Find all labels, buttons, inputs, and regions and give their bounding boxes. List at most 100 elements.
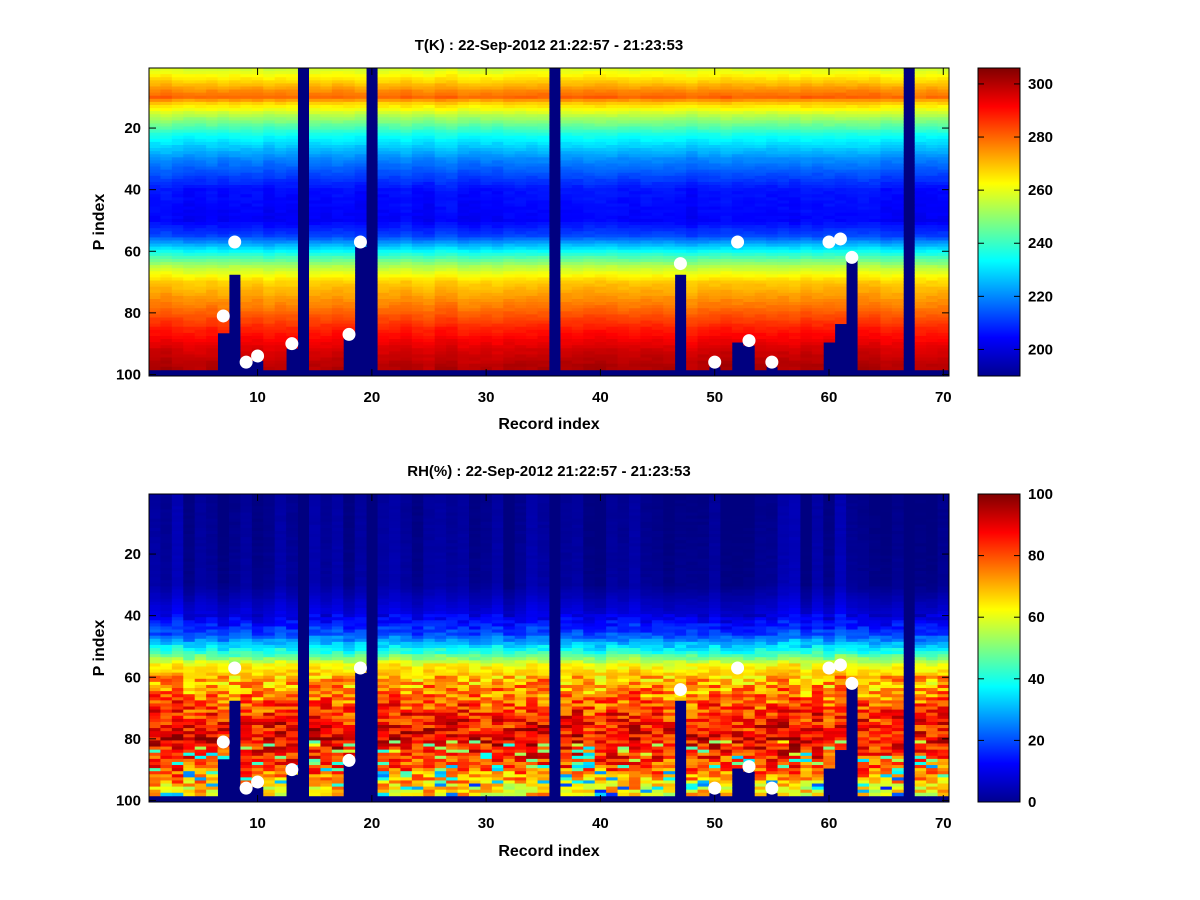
temperature-cell (469, 108, 481, 112)
temperature-cell (149, 206, 161, 211)
temperature-cell (423, 145, 436, 149)
temperature-cell (309, 151, 321, 155)
temperature-column (194, 68, 207, 371)
temperature-cell (309, 225, 321, 229)
temperature-cell (606, 197, 618, 201)
temperature-cell (674, 206, 687, 211)
temperature-cell (263, 308, 276, 312)
temperature-cell (469, 255, 481, 260)
temperature-cell (229, 117, 241, 121)
temperature-cell (446, 117, 458, 121)
temperature-cell (446, 348, 458, 352)
temperature-cell (617, 363, 630, 368)
temperature-cell (423, 77, 436, 81)
temperature-cell (754, 345, 767, 349)
temperature-cell (331, 83, 344, 87)
temperature-cell (149, 123, 161, 127)
temperature-cell (640, 148, 653, 152)
temperature-cell (514, 191, 527, 195)
temperature-cell (629, 80, 641, 84)
temperature-cell (503, 185, 516, 189)
temperature-cell (686, 354, 698, 358)
temperature-cell (343, 178, 356, 183)
temperature-cell (469, 172, 481, 177)
temperature-cell (411, 108, 424, 112)
temperature-cell (754, 206, 767, 211)
temperature-cell (709, 206, 721, 211)
temperature-cell (720, 92, 733, 97)
temperature-cell (240, 151, 253, 155)
temperature-cell (663, 320, 676, 325)
temperature-cell (766, 323, 778, 328)
temperature-cell (640, 305, 653, 309)
temperature-cell (503, 240, 516, 244)
temperature-cell (731, 314, 744, 318)
temperature-cell (331, 311, 344, 315)
temperature-cell (491, 286, 504, 291)
temperature-cell (651, 258, 664, 263)
temperature-cell (560, 197, 573, 201)
temperature-cell (411, 329, 424, 334)
temperature-cell (571, 77, 584, 81)
temperature-cell (217, 101, 230, 106)
temperature-cell (149, 277, 161, 281)
temperature-cell (514, 286, 527, 291)
temperature-cell (697, 311, 710, 315)
temperature-cell (674, 231, 687, 235)
temperature-cell (320, 197, 333, 201)
temperature-cell (251, 262, 264, 266)
temperature-cell (594, 271, 607, 275)
temperature-cell (709, 237, 721, 241)
temperature-cell (160, 92, 173, 97)
temperature-cell (743, 206, 756, 211)
temperature-cell (206, 268, 218, 272)
temperature-cell (754, 234, 767, 238)
temperature-cell (377, 141, 390, 146)
temperature-cell (274, 271, 287, 275)
temperature-cell (697, 255, 710, 260)
temperature-cell (640, 166, 653, 171)
temperature-cell (331, 151, 344, 155)
temperature-cell (240, 181, 253, 186)
temperature-cell (480, 104, 493, 109)
temperature-cell (503, 323, 516, 328)
temperature-cell (560, 255, 573, 260)
temperature-cell (743, 305, 756, 309)
temperature-cell (503, 160, 516, 164)
temperature-cell (571, 323, 584, 328)
temperature-cell (720, 323, 733, 328)
temperature-cell (286, 228, 298, 232)
temperature-cell (171, 68, 184, 72)
temperature-cell (274, 101, 287, 106)
temperature-cell (594, 111, 607, 115)
temperature-cell (423, 218, 436, 223)
temperature-cell (160, 339, 173, 343)
temperature-cell (651, 191, 664, 195)
temperature-cell (754, 86, 767, 90)
temperature-cell (389, 326, 401, 331)
temperature-cell (160, 151, 173, 155)
temperature-cell (377, 305, 390, 309)
temperature-cell (377, 71, 390, 75)
temperature-cell (720, 80, 733, 84)
temperature-cell (160, 283, 173, 288)
temperature-cell (354, 166, 367, 171)
temperature-cell (274, 262, 287, 266)
temperature-cell (240, 200, 253, 204)
temperature-cell (320, 225, 333, 229)
temperature-cell (617, 71, 630, 75)
temperature-cell (629, 231, 641, 235)
temperature-cell (434, 354, 447, 358)
temperature-cell (697, 348, 710, 352)
temperature-cell (674, 120, 687, 124)
temperature-cell (149, 320, 161, 325)
temperature-cell (640, 209, 653, 214)
temperature-cell (686, 283, 698, 288)
temperature-cell (709, 295, 721, 300)
temperature-cell (286, 271, 298, 275)
temperature-cell (663, 194, 676, 198)
temperature-cell (594, 200, 607, 204)
temperature-cell (171, 240, 184, 244)
temperature-cell (343, 299, 356, 303)
temperature-cell (594, 345, 607, 349)
